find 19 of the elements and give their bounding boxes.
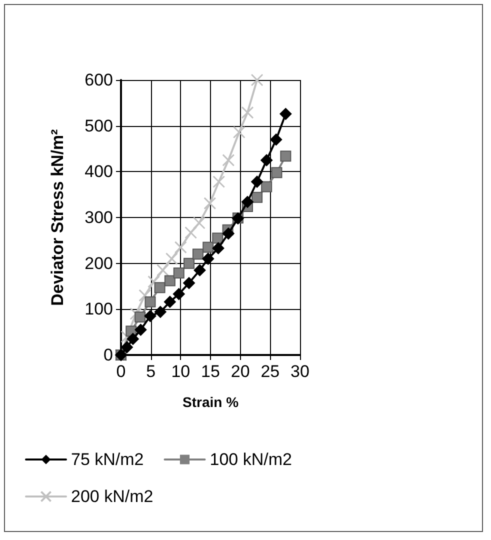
legend-label: 100 kN/m2 xyxy=(210,450,292,469)
y-axis-title: Deviator Stress kN/m² xyxy=(48,128,67,306)
legend-label: 75 kN/m2 xyxy=(71,450,144,469)
y-tick-label: 0 xyxy=(104,346,113,364)
x-tick-label: 20 xyxy=(230,362,250,381)
y-tick-label: 400 xyxy=(84,162,113,182)
y-tick-label: 600 xyxy=(84,70,113,90)
y-tick-label: 500 xyxy=(84,116,113,136)
x-tick-label: 0 xyxy=(116,362,126,381)
x-axis-title: Strain % xyxy=(182,394,240,410)
y-tick-label: 100 xyxy=(84,300,113,319)
y-tick-label: 300 xyxy=(84,208,113,227)
x-tick-label: 15 xyxy=(201,362,220,381)
x-tick-label: 10 xyxy=(171,362,190,381)
x-tick-label: 25 xyxy=(260,362,280,381)
y-tick-label: 200 xyxy=(84,254,113,273)
x-tick-label: 5 xyxy=(146,362,156,381)
x-tick-label: 30 xyxy=(290,362,310,381)
legend-label: 200 kN/m2 xyxy=(71,487,154,506)
